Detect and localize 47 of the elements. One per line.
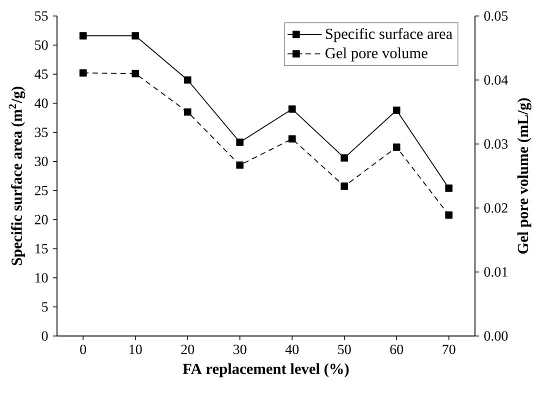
x-tick-label: 60	[390, 344, 404, 354]
y2-axis-title: Gel pore volume (mL/g)	[517, 98, 532, 254]
y2-tick-label: 0.03	[484, 139, 508, 149]
y2-tick-label: 0.02	[484, 203, 508, 213]
y-tick-label: 15	[36, 244, 48, 254]
x-tick-label: 0	[80, 344, 86, 354]
legend-label: Gel pore volume	[326, 48, 428, 62]
point	[184, 108, 192, 116]
x-axis-title: FA replacement level (%)	[182, 363, 349, 378]
point	[392, 106, 400, 114]
y-tick-label: 0	[42, 331, 48, 341]
x-tick-label: 40	[285, 344, 299, 354]
point	[236, 161, 244, 169]
x-tick-label: 70	[442, 344, 456, 354]
y-tick-label: 25	[34, 186, 48, 196]
x-tick-label: 10	[130, 344, 142, 354]
point	[288, 105, 296, 113]
point	[132, 32, 140, 40]
point	[340, 154, 348, 162]
y-tick-label: 10	[36, 273, 48, 283]
point	[184, 76, 192, 84]
point	[392, 144, 400, 151]
y-tick-label: 55	[35, 11, 48, 21]
x-tick-label: 30	[234, 344, 246, 354]
x-tick-label: 20	[181, 344, 194, 354]
x-tick-label: 50	[338, 344, 351, 354]
point	[288, 135, 296, 143]
y-tick-label: 5	[42, 302, 48, 312]
point	[132, 70, 140, 78]
point	[445, 211, 453, 219]
y-tick-label: 20	[34, 214, 48, 224]
point	[340, 182, 348, 190]
point	[79, 32, 87, 40]
y-axis-title: Specific surface area (m$^{2}$/g)	[8, 86, 26, 266]
point	[236, 138, 244, 146]
y-tick-label: 40	[34, 98, 48, 108]
y2-tick-label: 0.05	[484, 11, 508, 21]
y2-tick-label: 0.04	[484, 75, 508, 85]
y2-tick-label: 0.01	[484, 267, 508, 277]
y-tick-label: 35	[34, 128, 48, 138]
y-tick-label: 50	[35, 40, 48, 50]
point	[79, 69, 87, 77]
y-tick-label: 30	[34, 156, 48, 166]
point	[445, 184, 453, 192]
y-tick-label: 45	[34, 70, 48, 79]
y2-tick-label: 0.00	[484, 331, 508, 341]
legend-label: Specific surface area	[326, 28, 452, 42]
